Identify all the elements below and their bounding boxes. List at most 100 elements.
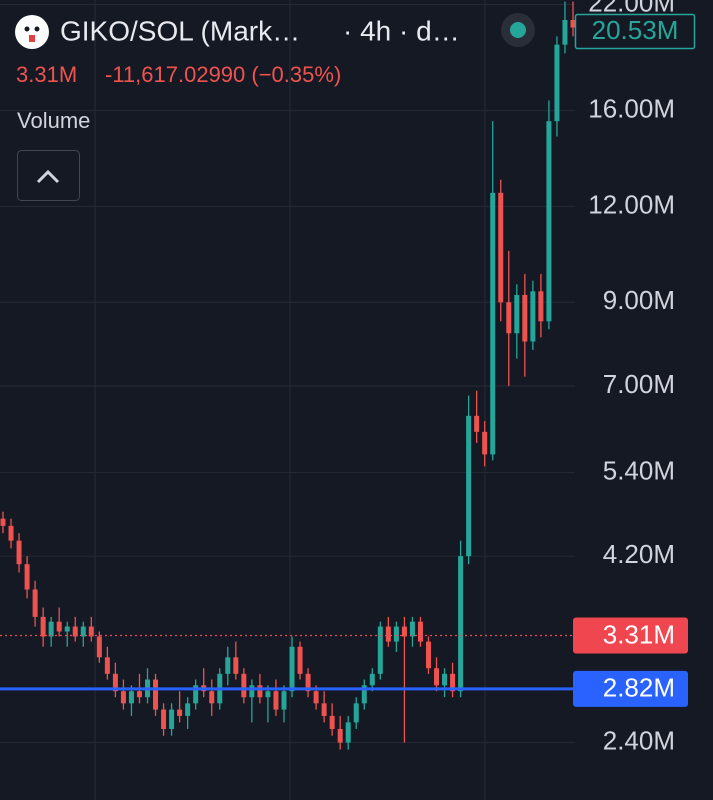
candle-body [562, 20, 568, 45]
symbol-title[interactable]: GIKO/SOL (Mark… [60, 15, 300, 46]
candle-body [297, 646, 303, 674]
y-tick-label: 16.00M [588, 93, 675, 123]
candle-body [233, 657, 239, 674]
candle-body [506, 302, 512, 334]
candle-body [120, 691, 126, 704]
y-tick-label: 2.40M [603, 725, 675, 755]
candle-body [321, 703, 327, 716]
candle-body [345, 722, 351, 743]
candle-body [193, 685, 199, 704]
candle-body [442, 673, 448, 686]
y-tick-label: 9.00M [603, 285, 675, 315]
candle-body [153, 679, 159, 710]
candle-body [458, 556, 464, 692]
candle-body [265, 691, 271, 698]
candle-body [498, 192, 504, 303]
candle-body [169, 709, 175, 729]
candle-body [329, 715, 335, 729]
candle-body [417, 621, 423, 642]
candle-body [409, 621, 415, 637]
candle-body [522, 294, 528, 342]
chevron-up [36, 169, 60, 184]
candle-body [209, 691, 215, 704]
candle-body [482, 431, 488, 455]
overlay: 3.31M 2.82M 20.53M [0, 13, 696, 707]
symbol-icon [15, 15, 49, 49]
candle-body [377, 626, 383, 674]
candle-body [337, 728, 343, 743]
candle-body [249, 685, 255, 698]
candle-body [353, 703, 359, 723]
price-tag-label: 2.82M [603, 673, 675, 703]
icon-eye [24, 26, 30, 32]
candle-body [281, 691, 287, 710]
candle-body [96, 636, 102, 658]
candle-body [128, 691, 134, 704]
candle-body [80, 626, 86, 637]
candle-body [305, 673, 311, 692]
candle-body [8, 525, 14, 541]
candle-body [225, 657, 231, 674]
candle-body [369, 673, 375, 686]
candle-body [32, 589, 38, 617]
candle-body [177, 709, 183, 716]
grid: 2.40M 4.20M 5.40M 7.00M 9.00M 12.00M 16.00M 22.… [0, 0, 675, 755]
candle-body [474, 415, 480, 432]
collapse-button[interactable] [17, 150, 80, 201]
candle-body [514, 294, 520, 334]
price-tag-label: 3.31M [603, 619, 675, 649]
candle-body [554, 44, 560, 122]
candle-body [88, 626, 94, 637]
candle-body [104, 657, 110, 674]
candle-body [273, 691, 279, 710]
candle-body [112, 673, 118, 692]
candle-body [530, 291, 536, 342]
candle-body [570, 20, 576, 28]
candle-body [538, 291, 544, 322]
icon-mouth [29, 35, 35, 42]
candle-body [313, 691, 319, 704]
candle-body [48, 621, 54, 637]
price-tag [573, 617, 688, 654]
candle-body [0, 518, 6, 526]
candle-body [72, 626, 78, 637]
candle-body [361, 685, 367, 704]
candle-body [466, 415, 472, 557]
candle-body [24, 564, 30, 590]
candle-body [257, 685, 263, 698]
candle-body [450, 673, 456, 692]
y-tick-label: 4.20M [603, 539, 675, 569]
y-tick-label: 22.00M [588, 0, 675, 17]
status-dot [510, 22, 526, 38]
y-tick-label: 5.40M [603, 455, 675, 485]
candle-body [185, 703, 191, 716]
candle-body [289, 646, 295, 692]
candle-body [385, 626, 391, 642]
icon-eye [34, 26, 40, 32]
candle-body [161, 709, 167, 729]
interval[interactable]: · 4h · d… [343, 15, 460, 46]
candle-body [136, 691, 142, 698]
indicator-label: Volume [17, 108, 90, 133]
candle-body [56, 621, 62, 632]
candle-body [425, 641, 431, 669]
candle-body [434, 668, 440, 686]
candle-body [401, 626, 407, 637]
candle-body [393, 626, 399, 642]
candle-body [490, 192, 496, 455]
y-tick-label: 12.00M [588, 189, 675, 219]
candle-body [241, 673, 247, 698]
price-change: -11,617.02990 (−0.35%) [105, 62, 341, 87]
plot [0, 1, 576, 750]
y-tick-label: 7.00M [603, 369, 675, 399]
last-price: 3.31M [16, 62, 77, 87]
candle-body [16, 540, 22, 565]
candle-body [64, 626, 70, 632]
last-price-label: 20.53M [592, 15, 679, 45]
price-tag [573, 670, 688, 707]
candle-body [546, 121, 552, 322]
last-price-tag [574, 13, 696, 50]
candle-body [40, 616, 46, 637]
